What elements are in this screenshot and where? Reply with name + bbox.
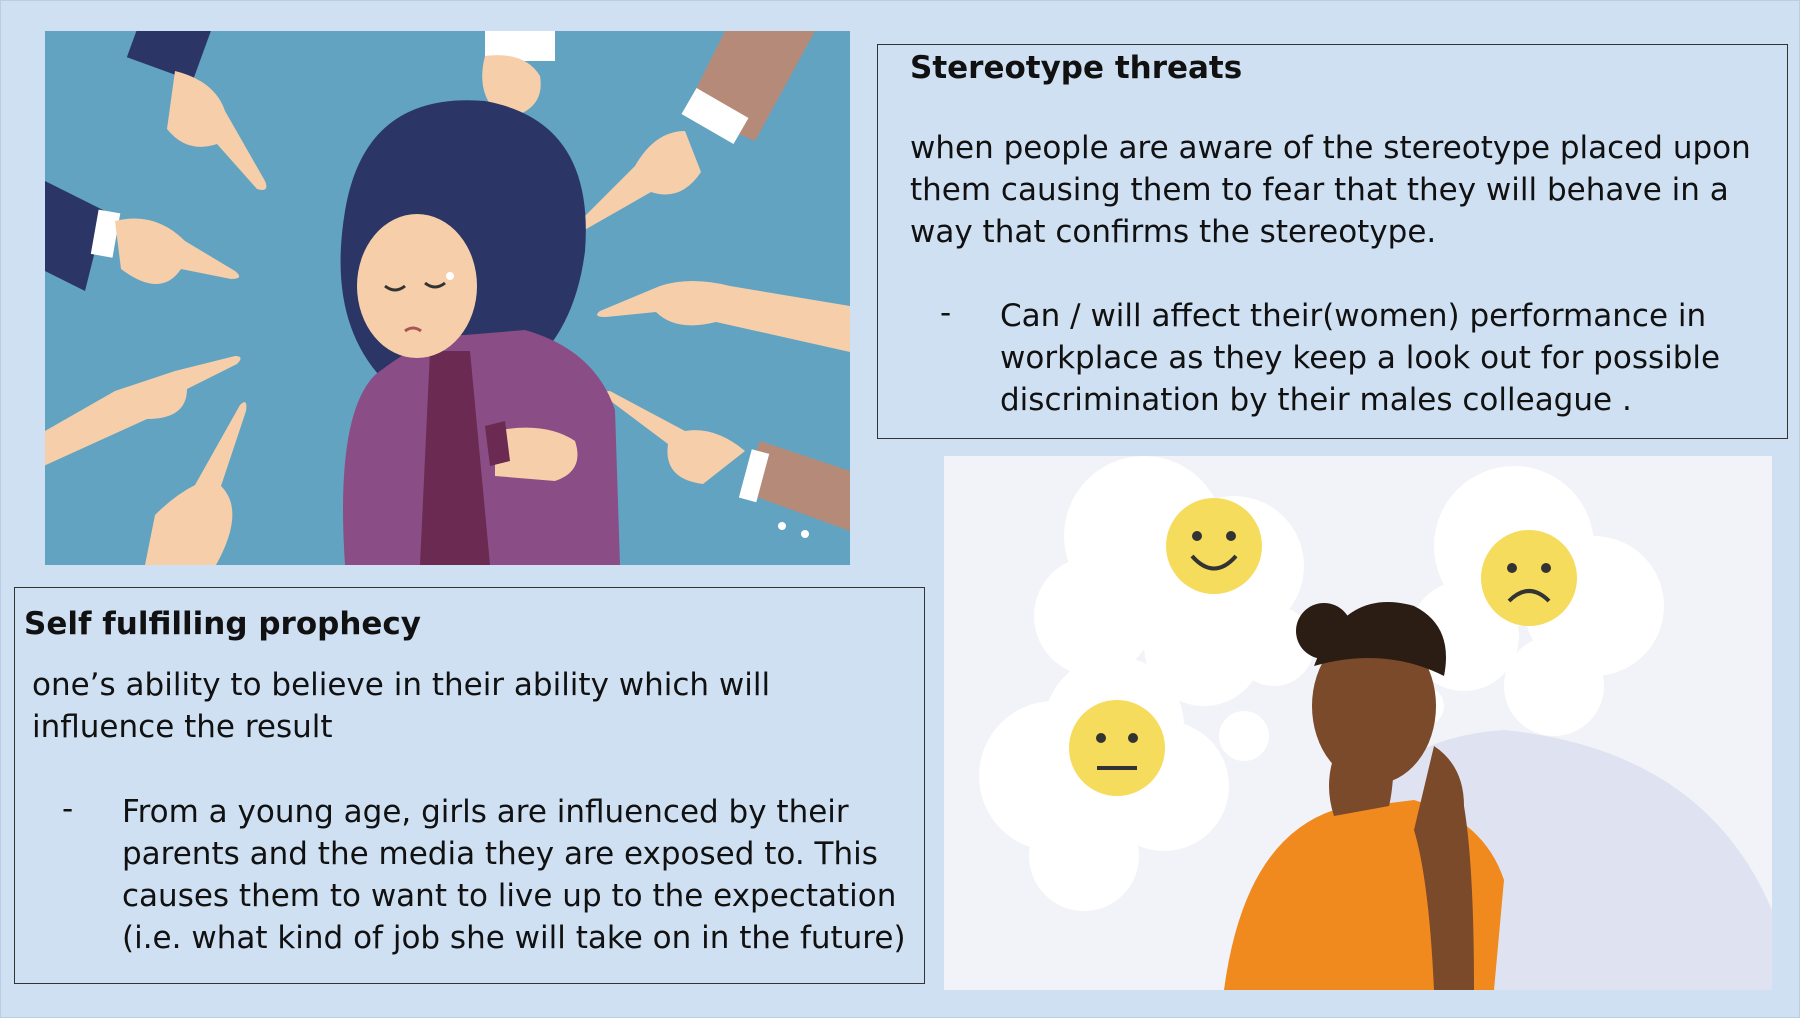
self-fulfilling-prophecy-heading: Self fulfilling prophecy xyxy=(24,606,421,642)
woman-thinking-emotions-illustration xyxy=(944,456,1772,990)
bullet-marker: - xyxy=(62,791,74,827)
smiley-face-icon xyxy=(1166,498,1262,594)
self-fulfilling-prophecy-bullet: From a young age, girls are influenced b… xyxy=(122,794,906,956)
bullet-marker: - xyxy=(940,295,952,331)
stereotype-threats-definition: when people are aware of the stereotype … xyxy=(910,130,1751,250)
thinking-woman-figure xyxy=(1224,602,1504,990)
pointing-hand-icon xyxy=(126,31,267,190)
woman-pointed-at-illustration xyxy=(45,31,850,565)
self-fulfilling-prophecy-definition: one’s ability to believe in their abilit… xyxy=(32,667,771,745)
sad-woman-figure xyxy=(340,100,620,565)
stereotype-threats-bullet: Can / will affect their(women) performan… xyxy=(1000,298,1721,418)
neutral-face-icon xyxy=(1069,700,1165,796)
thinking-woman-graphic xyxy=(944,456,1772,990)
stereotype-threats-heading: Stereotype threats xyxy=(910,50,1243,86)
sad-face-icon xyxy=(1481,530,1577,626)
pointing-hands-graphic xyxy=(45,31,850,565)
self-fulfilling-prophecy-box: Self fulfilling prophecy one’s ability t… xyxy=(14,587,925,984)
stereotype-threats-box: Stereotype threats when people are aware… xyxy=(877,44,1788,439)
